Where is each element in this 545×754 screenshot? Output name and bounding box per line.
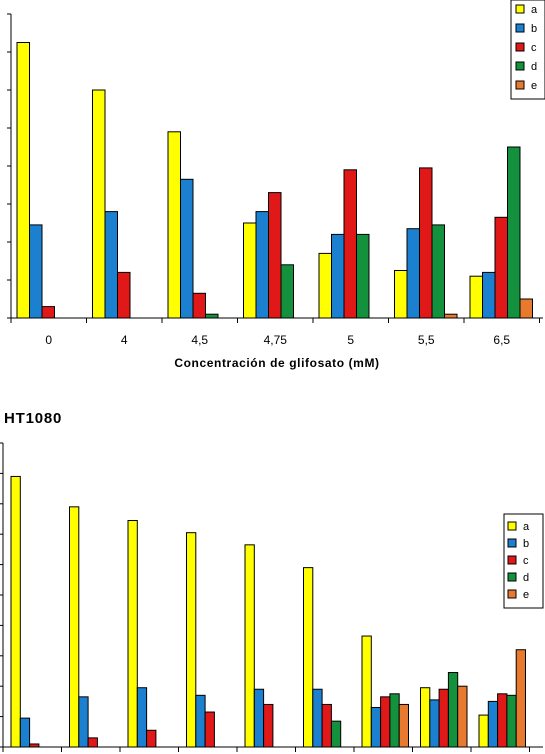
- bar-a-7: [420, 687, 431, 748]
- bar-d-7: [447, 672, 459, 748]
- bar-c-5: [321, 703, 332, 748]
- x-tick-label: 4: [121, 333, 128, 347]
- bar-c-4: [263, 703, 274, 748]
- bar-d-5: [330, 720, 342, 748]
- bar-c-2: [192, 292, 206, 319]
- bar-d-2: [205, 313, 219, 319]
- bar-d-5: [431, 224, 445, 319]
- bar-c-6: [380, 696, 391, 748]
- bar-a-2: [127, 520, 138, 748]
- bar-c-3: [204, 711, 215, 748]
- bar-e-5: [444, 313, 458, 319]
- legend-label-a: a: [523, 521, 530, 533]
- chart-2-bars: [10, 475, 527, 748]
- bar-b-4: [331, 233, 345, 319]
- bar-b-0: [29, 224, 43, 319]
- legend-swatch-d: [515, 61, 525, 71]
- bar-b-1: [104, 211, 118, 319]
- bar-a-0: [16, 42, 30, 319]
- legend-label-a: a: [531, 4, 538, 16]
- bar-b-0: [19, 717, 31, 748]
- x-tick-label: 4,75: [264, 333, 288, 347]
- bar-d-4: [356, 233, 370, 319]
- x-tick-label: 6,5: [493, 333, 510, 347]
- legend-label-d: d: [523, 572, 529, 584]
- x-tick-label: 5,5: [418, 333, 435, 347]
- bar-a-1: [92, 89, 106, 319]
- bar-a-6: [469, 275, 483, 319]
- legend-swatch-a: [515, 4, 525, 14]
- bar-b-5: [406, 228, 420, 319]
- x-tick-label: 0: [45, 333, 52, 347]
- bar-b-4: [253, 688, 265, 748]
- bar-a-3: [243, 222, 257, 319]
- legend-swatch-c: [515, 42, 525, 52]
- bar-a-4: [244, 544, 255, 748]
- bar-d-8: [506, 694, 517, 748]
- bar-d-3: [280, 264, 294, 319]
- bar-c-6: [494, 216, 508, 319]
- legend-label-b: b: [523, 538, 529, 550]
- legend-swatch-d: [507, 572, 517, 582]
- bar-a-6: [361, 635, 372, 748]
- legend-label-e: e: [523, 589, 529, 601]
- bar-b-5: [312, 688, 323, 748]
- bar-a-1: [69, 506, 80, 748]
- bar-b-6: [370, 706, 382, 748]
- legend-label-d: d: [531, 61, 537, 73]
- bar-b-2: [180, 178, 194, 319]
- legend-swatch-e: [515, 80, 525, 90]
- bar-c-7: [438, 688, 449, 748]
- bar-e-7: [457, 685, 468, 748]
- bar-a-5: [394, 270, 408, 319]
- bar-d-6: [389, 693, 400, 748]
- bar-c-3: [268, 192, 282, 319]
- chart-1-x-axis-label: Concentración de glifosato (mM): [174, 356, 379, 370]
- x-tick-label: 4,5: [191, 333, 208, 347]
- bar-a-4: [318, 252, 332, 319]
- legend-swatch-e: [507, 589, 517, 599]
- chart-1-tick-labels: 0 4 4,5 4,75 5 5,5 6,5: [45, 333, 510, 347]
- bar-a-8: [478, 714, 489, 748]
- bar-c-5: [419, 167, 433, 319]
- bar-c-2: [146, 729, 157, 748]
- bar-b-3: [255, 211, 269, 319]
- bar-b-7: [429, 699, 440, 748]
- bar-b-1: [78, 696, 89, 748]
- legend-label-c: c: [523, 555, 529, 567]
- x-tick-label: 5: [347, 333, 354, 347]
- legend-swatch-b: [507, 538, 517, 548]
- bar-b-3: [195, 694, 206, 748]
- bar-c-0: [41, 306, 55, 319]
- legend-swatch-c: [507, 555, 517, 565]
- bar-b-8: [487, 700, 499, 748]
- chart-2-title: HT1080: [4, 410, 62, 427]
- bar-a-5: [303, 567, 314, 748]
- bar-e-8: [515, 649, 527, 748]
- bar-c-4: [343, 169, 357, 319]
- bar-c-8: [497, 693, 508, 748]
- bar-c-1: [87, 737, 98, 748]
- bar-a-0: [10, 475, 21, 748]
- bar-b-2: [136, 687, 148, 748]
- legend-label-e: e: [531, 80, 537, 92]
- bar-b-6: [482, 271, 496, 319]
- bar-e-6: [398, 703, 410, 748]
- legend-label-b: b: [531, 23, 537, 35]
- legend-swatch-b: [515, 23, 525, 33]
- chart-1-bars: [16, 42, 533, 319]
- bar-a-3: [186, 532, 197, 748]
- bar-d-6: [507, 146, 521, 319]
- legend-label-c: c: [531, 42, 537, 54]
- legend-swatch-a: [507, 521, 517, 531]
- bar-e-6: [519, 298, 533, 319]
- chart-1: 0 4 4,5 4,75 5 5,5 6,5 Concentración de glifos…: [7, 0, 545, 370]
- bar-a-2: [167, 131, 181, 319]
- bar-c-0: [29, 743, 40, 748]
- bar-c-1: [117, 271, 131, 319]
